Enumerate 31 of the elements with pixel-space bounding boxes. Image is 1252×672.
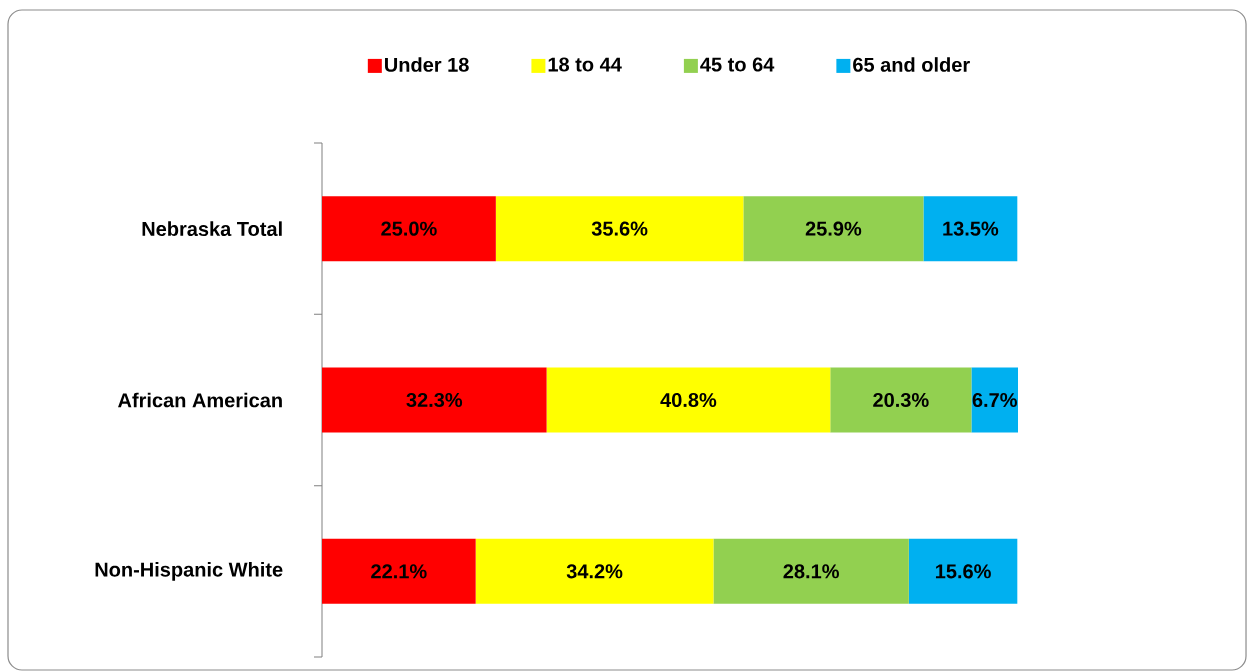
data-label: 34.2% [566, 564, 623, 579]
legend-label: 18 to 44 [548, 57, 622, 72]
data-label: 40.8% [660, 392, 717, 408]
data-label: 20.3% [873, 392, 929, 408]
data-label: 35.6% [591, 221, 648, 236]
data-label: 6.7% [972, 392, 1017, 408]
data-label: 25.9% [805, 221, 862, 236]
y-tick-label: African American [118, 392, 282, 408]
bar [322, 538, 476, 604]
bar [923, 196, 1018, 262]
y-tick-label: Non-Hispanic White [95, 562, 283, 581]
bar [475, 538, 714, 604]
bar [713, 538, 909, 604]
bar [495, 196, 744, 262]
data-label: 15.6% [935, 564, 991, 579]
legend-label: 45 to 64 [700, 57, 775, 72]
data-label: 13.5% [943, 221, 999, 236]
data-label: 28.1% [783, 564, 839, 579]
legend-label: 65 and older [853, 57, 970, 72]
data-label: 32.3% [406, 392, 463, 408]
bar [322, 196, 496, 262]
bar [830, 367, 972, 433]
y-tick-label: Nebraska Total [142, 221, 282, 237]
bar [322, 367, 547, 433]
bar [971, 367, 1019, 433]
bar [908, 538, 1018, 604]
data-label: 25.0% [381, 221, 437, 236]
bar [546, 367, 831, 433]
bar [743, 196, 924, 262]
legend-label: Under 18 [385, 57, 469, 72]
data-label: 22.1% [371, 564, 427, 579]
